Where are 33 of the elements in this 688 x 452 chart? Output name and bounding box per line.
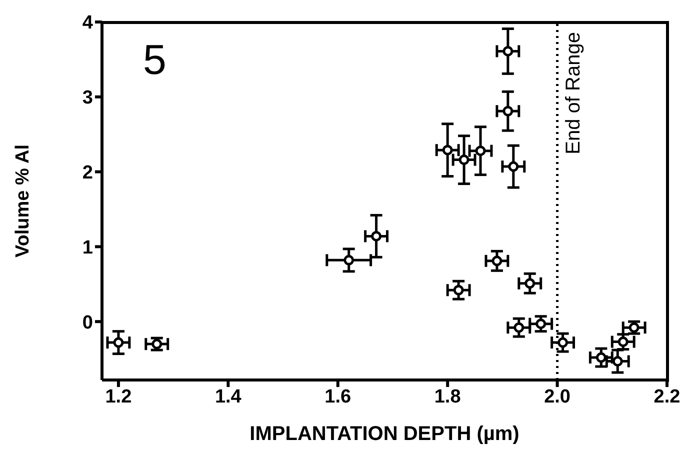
point [371,230,382,242]
y-tick-label: 2 [82,162,93,184]
point [475,146,486,156]
y-tick-label: 4 [82,12,94,34]
x-tick-label: 2.2 [654,386,680,408]
point [524,278,536,289]
point [596,352,606,363]
x-tick-label: 1.2 [105,386,132,408]
y-tick-label: 1 [82,237,94,258]
x-tick-label: 1.6 [324,386,352,408]
point [618,336,628,348]
point [442,144,453,156]
x-axis-title: IMPLANTATION DEPTH (µm) [250,423,520,445]
point [458,154,470,166]
point [508,161,519,172]
y-tick-label: 0 [82,312,93,334]
point [558,337,568,348]
x-tick-label: 2.0 [544,386,570,408]
point [344,254,354,266]
point [612,356,623,367]
point [514,322,524,333]
ref-line-label: End of Range [562,32,584,154]
point [453,284,464,296]
y-axis-title: Volume % Al [12,144,34,258]
point [536,318,546,330]
y-tick-label: 3 [82,88,93,109]
x-tick-label: 1.4 [214,386,242,408]
point [502,46,514,56]
annotation: 5 [143,36,166,84]
x-tick-label: 1.8 [434,386,461,408]
point [502,106,514,116]
point [113,337,124,348]
point [492,256,502,266]
